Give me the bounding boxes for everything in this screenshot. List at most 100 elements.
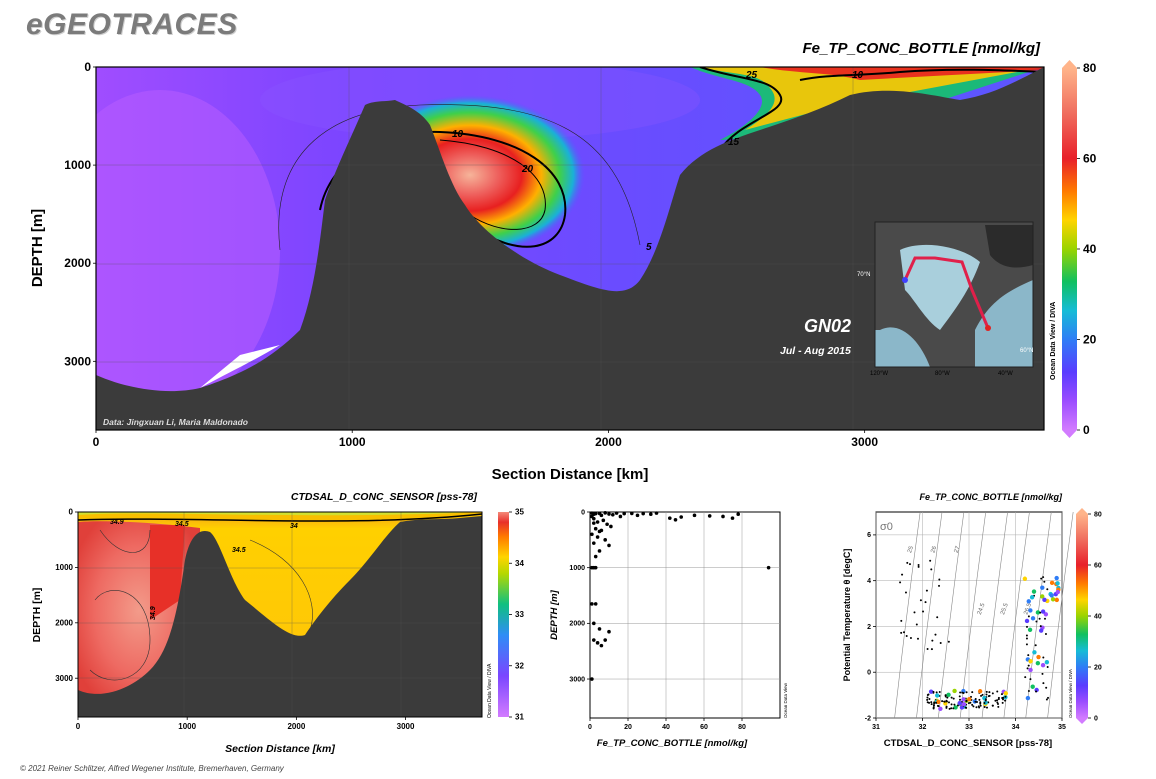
- x-tick-label: 31: [872, 724, 880, 731]
- profile-point: [592, 541, 596, 545]
- ts-point: [952, 688, 957, 694]
- ts-point: [1001, 696, 1004, 699]
- ts-point: [1039, 625, 1042, 628]
- ts-point: [938, 690, 941, 693]
- main-title: Fe_TP_CONC_BOTTLE [nmol/kg]: [802, 40, 1041, 57]
- ts-point: [1042, 682, 1045, 685]
- ts-point: [967, 696, 972, 702]
- profile-point: [635, 513, 640, 518]
- ts-point: [1054, 597, 1060, 603]
- ts-point: [1028, 658, 1033, 664]
- profile-point: [630, 511, 634, 516]
- ts-point: [956, 704, 959, 707]
- ts-point: [985, 690, 988, 693]
- ts-xlabel: CTDSAL_D_CONC_SENSOR [pss-78]: [884, 738, 1052, 749]
- y-tick-label: 4: [867, 578, 871, 585]
- colorbar-tick-label: 0: [1083, 423, 1090, 437]
- ts-point: [1040, 585, 1045, 590]
- x-tick-label: 1000: [339, 435, 366, 449]
- ts-point: [978, 698, 981, 701]
- ts-point: [983, 705, 986, 708]
- profile-point: [668, 516, 672, 520]
- inset-lon-label: 80°W: [935, 371, 950, 377]
- profile-point: [590, 514, 594, 519]
- ts-point: [927, 693, 930, 696]
- inset-lon-label: 120°W: [870, 371, 888, 377]
- ts-point: [929, 559, 932, 562]
- profile-point: [614, 511, 619, 515]
- ts-point: [1040, 609, 1046, 614]
- x-tick-label: 35: [1058, 724, 1066, 731]
- ts-point: [1050, 597, 1056, 602]
- y-tick-label: 2000: [569, 621, 585, 628]
- sal-xlabel: Section Distance [km]: [225, 743, 335, 755]
- colorbar-label: Ocean Data View / DIVA: [1068, 669, 1073, 718]
- ts-point: [1045, 698, 1048, 701]
- ts-point: [936, 699, 941, 705]
- ts-point: [1035, 660, 1041, 666]
- sal-contour-label: 34.5: [175, 521, 189, 528]
- ts-point: [1027, 689, 1030, 692]
- ts-point: [991, 692, 994, 695]
- y-tick-label: 6: [867, 532, 871, 539]
- ts-point: [917, 564, 920, 567]
- ts-point: [1042, 597, 1047, 602]
- ts-point: [996, 690, 999, 693]
- ts-point: [935, 701, 938, 704]
- ts-point: [935, 693, 940, 698]
- ts-point: [947, 640, 950, 643]
- ts-point: [938, 578, 941, 581]
- ts-xticks: 31 32 33 34 35: [872, 718, 1066, 731]
- ts-point: [1038, 617, 1041, 620]
- contour-label: 25: [745, 70, 758, 81]
- profile-point: [730, 516, 735, 520]
- ts-point: [1045, 686, 1048, 689]
- x-tick-label: 2000: [287, 722, 305, 731]
- ts-point: [926, 696, 929, 699]
- ts-point: [1046, 665, 1049, 668]
- colorbar-label: Ocean Data View / DIVA: [1050, 302, 1057, 380]
- data-credit: Data: Jingxuan Li, Maria Maldonado: [103, 417, 248, 427]
- ts-point: [1044, 659, 1050, 665]
- y-tick-label: -2: [865, 715, 871, 722]
- cruise-dates: Jul - Aug 2015: [780, 345, 851, 357]
- copyright-footer: © 2021 Reiner Schlitzer, Alfred Wegener …: [20, 764, 284, 773]
- brand-logo: eGEOTRACES: [26, 8, 238, 41]
- y-tick-label: 1000: [55, 563, 73, 572]
- ts-point: [1027, 664, 1030, 667]
- ts-point: [899, 581, 902, 584]
- colorbar-tick-label: 31: [515, 713, 524, 722]
- ts-point: [945, 705, 948, 708]
- y-tick-label: 0: [581, 509, 585, 516]
- ts-point: [1043, 617, 1046, 620]
- ts-point: [1028, 667, 1033, 673]
- profile-point: [593, 602, 598, 606]
- profile-point: [595, 535, 600, 539]
- profile-point: [593, 526, 598, 531]
- profile-point: [592, 638, 596, 642]
- ts-point: [938, 584, 941, 587]
- profile-point: [595, 520, 600, 524]
- ts-point: [979, 701, 982, 704]
- colorbar-tick-label: 40: [1094, 613, 1102, 620]
- ts-point: [1042, 656, 1045, 659]
- profile-point: [593, 554, 598, 559]
- x-tick-label: 1000: [178, 722, 196, 731]
- ts-point: [1032, 650, 1037, 655]
- isopycnal-label: 26.5: [1023, 602, 1033, 616]
- ts-point: [1047, 696, 1050, 699]
- profile-point: [601, 518, 606, 523]
- ts-point: [959, 691, 962, 694]
- y-tick-label: 2: [867, 624, 871, 631]
- isopycnal-label: 25: [907, 545, 915, 554]
- ts-point: [1024, 618, 1030, 624]
- ts-point: [928, 698, 931, 701]
- x-tick-label: 33: [965, 724, 973, 731]
- ts-point: [900, 631, 903, 634]
- salinity-plot: [78, 512, 482, 717]
- profile-point: [607, 629, 611, 634]
- ts-point: [1030, 684, 1035, 689]
- profile-ylabel: DEPTH [m]: [549, 589, 560, 639]
- ts-point: [947, 701, 950, 704]
